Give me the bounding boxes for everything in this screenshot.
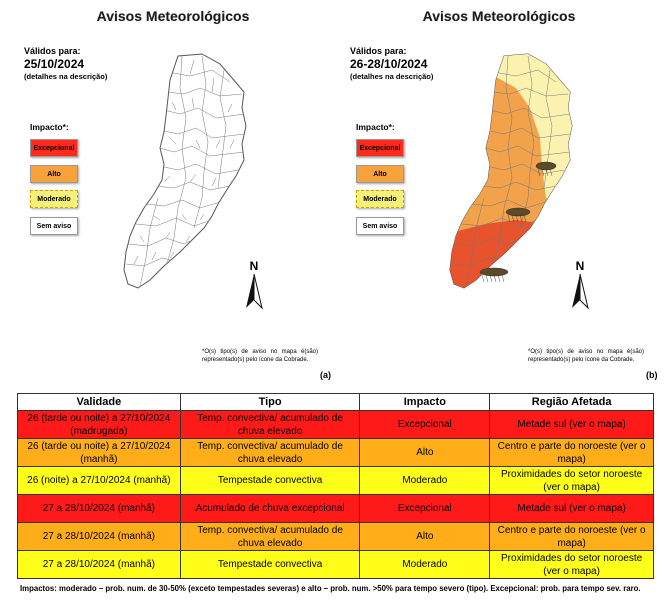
valid-note: (detalhes na descrição) <box>350 72 434 81</box>
panel-title: Avisos Meteorológicos <box>422 8 576 24</box>
table-row: 26 (tarde ou noite) a 27/10/2024 (manhã)… <box>17 438 654 467</box>
north-label: N <box>250 259 259 273</box>
cell-validade: 27 a 28/10/2024 (manhã) <box>17 494 181 523</box>
cell-impacto: Alto <box>359 438 491 467</box>
cell-tipo: Temp. convectiva/ acumulado de chuva ele… <box>179 522 361 551</box>
legend-sem-aviso: Sem aviso <box>356 217 404 235</box>
panel-title: Avisos Meteorológicos <box>96 8 250 24</box>
panel-letter: (a) <box>320 370 331 380</box>
table-header-row: Validade Tipo Impacto Região Afetada <box>17 393 654 411</box>
zone-moderado <box>486 54 572 198</box>
cell-tipo: Temp. convectiva/ acumulado de chuva ele… <box>179 438 361 467</box>
cell-regiao: Metade sul (ver o mapa) <box>489 410 654 439</box>
valid-date: 26-28/10/2024 <box>350 57 428 71</box>
map-panel-b: Avisos Meteorológicos Válidos para: 26-2… <box>336 0 662 388</box>
cell-impacto: Excepcional <box>359 494 491 523</box>
cell-impacto: Moderado <box>359 550 491 579</box>
cell-validade: 26 (tarde ou noite) a 27/10/2024 (madrug… <box>17 410 181 439</box>
valid-label: Válidos para: <box>24 46 81 56</box>
cell-tipo: Tempestade convectiva <box>179 550 361 579</box>
cell-regiao: Centro e parte do noroeste (ver o mapa) <box>489 438 654 467</box>
state-map-warnings <box>449 53 573 289</box>
header-regiao: Região Afetada <box>489 393 654 411</box>
state-map <box>123 53 247 289</box>
zone-excepcional <box>450 220 566 288</box>
legend-moderado: Moderado <box>30 190 78 208</box>
table-row: 26 (tarde ou noite) a 27/10/2024 (madrug… <box>17 410 654 439</box>
cell-regiao: Proximidades do setor noroeste (ver o ma… <box>489 550 654 579</box>
cell-validade: 26 (tarde ou noite) a 27/10/2024 (manhã) <box>17 438 181 467</box>
footnote: *O(s) tipo(s) de aviso no mapa é(são) re… <box>528 349 644 363</box>
legend-excepcional: Excepcional <box>30 139 78 157</box>
cell-regiao: Centro e parte do noroeste (ver o mapa) <box>489 522 654 551</box>
header-tipo: Tipo <box>179 393 361 411</box>
impact-label: Impacto*: <box>356 122 395 132</box>
cell-validade: 26 (noite) a 27/10/2024 (manhã) <box>17 466 181 495</box>
cell-validade: 27 a 28/10/2024 (manhã) <box>17 550 181 579</box>
cell-impacto: Excepcional <box>359 410 491 439</box>
cell-impacto: Moderado <box>359 466 491 495</box>
north-arrow-icon: N <box>246 259 263 310</box>
cell-validade: 27 a 28/10/2024 (manhã) <box>17 522 181 551</box>
table-row: 27 a 28/10/2024 (manhã) Temp. convectiva… <box>17 522 654 551</box>
storm-icon <box>479 267 509 283</box>
cell-impacto: Alto <box>359 522 491 551</box>
map-panel-a: Avisos Meteorológicos Válidos para: 25/1… <box>10 0 336 388</box>
storm-icon <box>505 207 531 223</box>
legend-excepcional: Excepcional <box>356 139 404 157</box>
warnings-table: Validade Tipo Impacto Região Afetada 26 … <box>17 393 654 579</box>
header-validade: Validade <box>17 393 181 411</box>
panel-letter: (b) <box>646 370 658 380</box>
cell-tipo: Tempestade convectiva <box>179 466 361 495</box>
legend-sem-aviso: Sem aviso <box>30 217 78 235</box>
cell-regiao: Metade sul (ver o mapa) <box>489 494 654 523</box>
table-row: 27 a 28/10/2024 (manhã) Acumulado de chu… <box>17 494 654 523</box>
storm-icon <box>535 161 557 177</box>
valid-label: Válidos para: <box>350 46 407 56</box>
footnote: *O(s) tipo(s) de aviso no mapa é(são) re… <box>202 349 318 363</box>
impact-label: Impacto*: <box>30 122 69 132</box>
header-impacto: Impacto <box>359 393 491 411</box>
north-label: N <box>576 259 585 273</box>
legend-alto: Alto <box>356 165 404 183</box>
valid-date: 25/10/2024 <box>24 57 85 71</box>
cell-tipo: Temp. convectiva/ acumulado de chuva ele… <box>179 410 361 439</box>
valid-note: (detalhes na descrição) <box>24 72 108 81</box>
legend-moderado: Moderado <box>356 190 404 208</box>
cell-tipo: Acumulado de chuva excepcional <box>179 494 361 523</box>
north-arrow-icon: N <box>572 259 589 310</box>
table-row: 26 (noite) a 27/10/2024 (manhã) Tempesta… <box>17 466 654 495</box>
cell-regiao: Proximidades do setor noroeste (ver o ma… <box>489 466 654 495</box>
impact-caption: Impactos: moderado – prob. num. de 30-50… <box>20 584 641 593</box>
table-row: 27 a 28/10/2024 (manhã) Tempestade conve… <box>17 550 654 579</box>
legend-alto: Alto <box>30 165 78 183</box>
